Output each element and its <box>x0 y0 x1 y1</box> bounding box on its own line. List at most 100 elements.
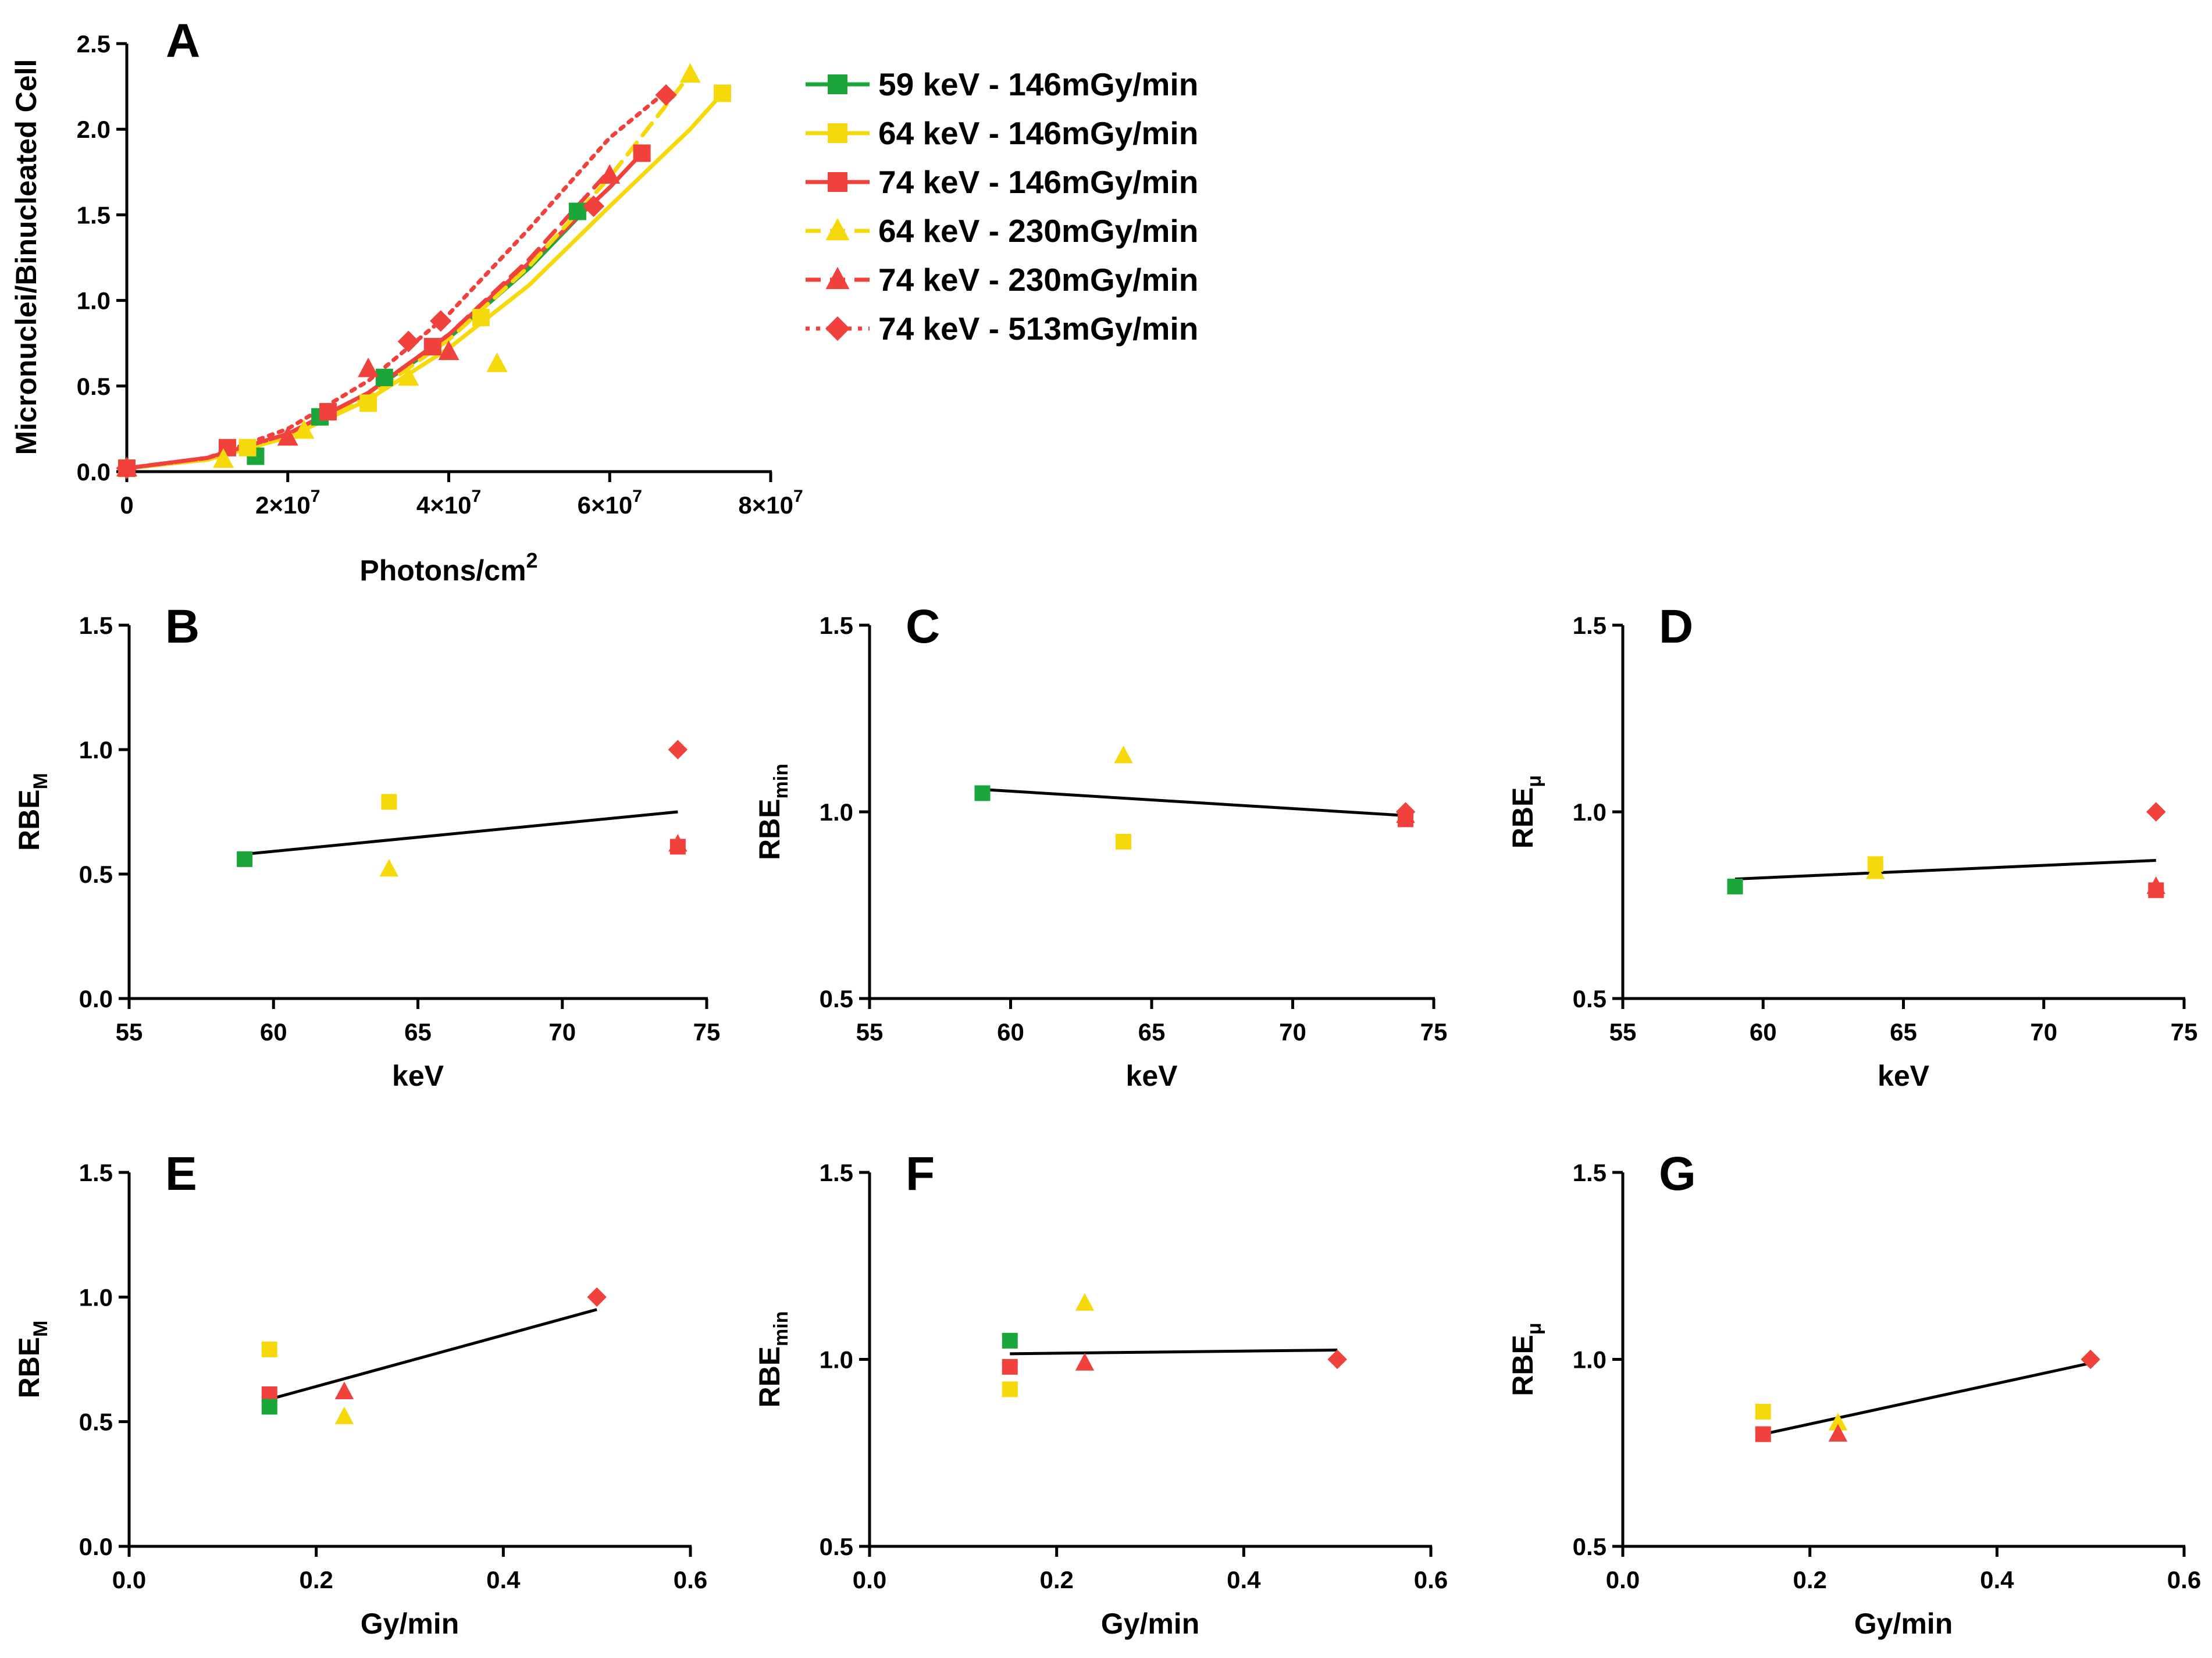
legend-marker-swatch <box>828 74 847 94</box>
legend-marker-swatch <box>825 266 850 290</box>
panel-letter: B <box>165 600 200 653</box>
legend-marker-swatch <box>828 172 847 192</box>
data-point <box>679 63 701 83</box>
legend-label: 74 keV - 230mGy/min <box>878 262 1198 298</box>
x-tick-label: 75 <box>2171 1018 2198 1046</box>
y-tick-label: 1.0 <box>820 1346 853 1374</box>
legend-marker-swatch <box>828 123 847 143</box>
x-tick-label: 70 <box>1279 1018 1306 1046</box>
x-tick-label: 70 <box>2030 1018 2057 1046</box>
x-tick-label: 0.6 <box>674 1566 707 1593</box>
x-tick-label: 0.6 <box>2167 1566 2201 1593</box>
y-tick-label: 0.5 <box>820 1533 853 1560</box>
panel-f: 0.5 1.0 1.5 0.0 0.2 0.4 0.6 Gy/min RBEmin F <box>753 1147 1448 1640</box>
y-tick-label: 1.5 <box>77 201 111 229</box>
x-tick-label: 0.4 <box>1980 1566 2014 1593</box>
y-tick-label: 1.5 <box>820 612 853 639</box>
panels: 0.00.51.01.52.02.50 2×107 4×107 6×107 8×107P… <box>10 15 2201 1640</box>
legend-label: 74 keV - 513mGy/min <box>878 311 1198 347</box>
legend-entry: 64 keV - 230mGy/min <box>806 213 1198 249</box>
x-tick-label: 2×107 <box>255 487 320 519</box>
data-point <box>668 740 688 760</box>
y-tick-label: 2.0 <box>77 116 111 143</box>
data-point <box>587 1287 607 1307</box>
panel-letter: E <box>165 1147 197 1200</box>
y-tick-label: 1.5 <box>820 1159 853 1186</box>
panel-a: 0.0 0.5 1.0 1.5 2.0 2.5 0 2×107 4×107 6×107 8×107 P… <box>10 15 803 587</box>
series-fit-curve <box>124 208 588 470</box>
y-axis-label: RBEM <box>13 1321 52 1399</box>
x-tick-label: 0.4 <box>1227 1566 1261 1593</box>
data-point <box>655 84 677 106</box>
y-axis-label: Micronuclei/Binucleated Cell <box>10 59 42 455</box>
data-point <box>1866 861 1885 879</box>
series-fit-curve <box>124 168 612 470</box>
series-fit-curve <box>124 72 693 470</box>
data-point <box>1755 1404 1771 1420</box>
x-tick-label: 0.6 <box>1414 1566 1448 1593</box>
data-point <box>1116 833 1131 850</box>
regression-line <box>1734 858 2156 881</box>
y-axis-label: RBEmin <box>753 1311 792 1407</box>
x-tick-label: 75 <box>1420 1018 1448 1046</box>
data-point <box>430 310 452 332</box>
data-point <box>582 195 605 217</box>
data-point <box>334 1381 354 1399</box>
x-tick-label: 0.2 <box>1039 1566 1073 1593</box>
data-point <box>633 144 651 162</box>
x-tick-label: 8×107 <box>738 487 803 519</box>
y-tick-label: 0.0 <box>79 985 113 1012</box>
x-axis-label: Gy/min <box>1854 1607 1953 1640</box>
x-tick-label: 0.0 <box>1606 1566 1640 1593</box>
x-tick-label: 0.2 <box>299 1566 333 1593</box>
y-tick-label: 1.5 <box>79 1159 113 1186</box>
data-point <box>1398 811 1413 828</box>
x-axis-label: Gy/min <box>1101 1607 1199 1640</box>
regression-line <box>1010 1348 1338 1356</box>
data-point <box>974 785 991 801</box>
data-point <box>261 1341 277 1357</box>
x-tick-label: 0.2 <box>1793 1566 1826 1593</box>
y-tick-label: 1.0 <box>1573 1346 1607 1374</box>
x-tick-label: 55 <box>856 1018 884 1046</box>
legend-label: 64 keV - 146mGy/min <box>878 115 1198 151</box>
data-point <box>713 84 731 102</box>
y-tick-label: 2.5 <box>77 30 111 58</box>
y-tick-label: 1.5 <box>79 612 113 639</box>
data-point <box>1002 1359 1018 1375</box>
x-tick-label: 4×107 <box>416 487 481 519</box>
data-point <box>669 839 686 855</box>
data-point <box>213 448 234 468</box>
data-point <box>359 394 377 412</box>
legend-label: 64 keV - 230mGy/min <box>878 213 1198 249</box>
legend-label: 59 keV - 146mGy/min <box>878 66 1198 102</box>
data-point <box>358 357 379 377</box>
data-point <box>1002 1381 1018 1397</box>
data-point <box>438 340 460 361</box>
data-point <box>1075 1353 1095 1371</box>
x-tick-label: 65 <box>404 1018 432 1046</box>
data-point <box>1828 1413 1848 1431</box>
y-tick-label: 0.5 <box>1573 1533 1607 1560</box>
y-tick-label: 1.5 <box>1573 1159 1607 1186</box>
data-point <box>1075 1293 1095 1311</box>
legend-entry: 74 keV - 230mGy/min <box>806 262 1198 298</box>
data-point <box>1114 746 1133 764</box>
data-point <box>398 366 419 386</box>
legend-entry: 74 keV - 146mGy/min <box>806 164 1198 200</box>
panel-letter: F <box>906 1147 935 1200</box>
data-point <box>2081 1349 2100 1370</box>
y-tick-label: 1.0 <box>79 736 113 764</box>
regression-line <box>269 1308 597 1401</box>
y-tick-label: 1.0 <box>820 798 853 826</box>
data-point <box>599 164 621 184</box>
y-tick-label: 0.5 <box>79 1409 113 1436</box>
legend-entry: 59 keV - 146mGy/min <box>806 66 1198 102</box>
x-tick-label: 70 <box>548 1018 576 1046</box>
x-tick-label: 60 <box>997 1018 1024 1046</box>
y-tick-label: 0.5 <box>77 373 111 400</box>
y-axis-label: RBEμ <box>1506 1322 1545 1396</box>
regression-line <box>1762 1361 2091 1436</box>
y-tick-label: 0.5 <box>820 985 853 1012</box>
